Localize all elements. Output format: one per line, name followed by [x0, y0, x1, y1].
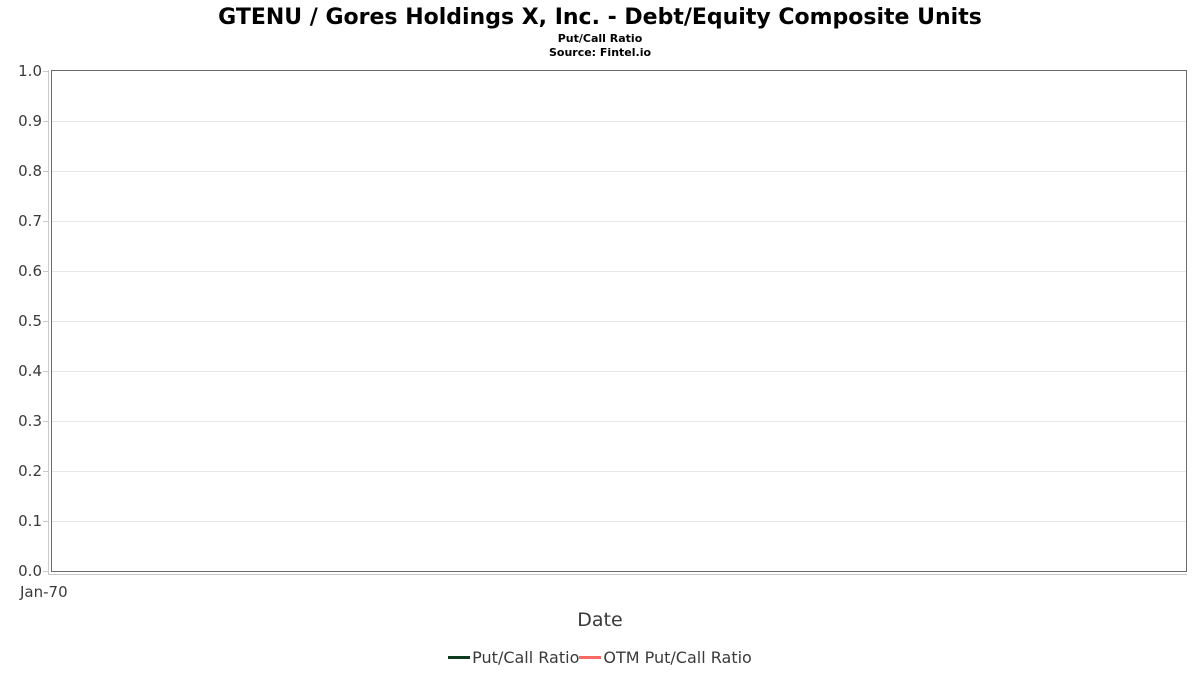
y-axis-tick-label: 0.5: [18, 312, 42, 330]
y-axis-tick: [43, 421, 49, 422]
y-axis-line: [48, 70, 49, 575]
gridlines: [52, 71, 1186, 571]
y-axis-tick: [43, 171, 49, 172]
y-axis-tick: [43, 271, 49, 272]
plot-area: [51, 70, 1187, 572]
gridline: [52, 471, 1186, 472]
legend-item[interactable]: Put/Call Ratio: [448, 648, 579, 667]
y-axis-tick: [43, 571, 49, 572]
y-axis-tick: [43, 121, 49, 122]
gridline: [52, 521, 1186, 522]
gridline: [52, 221, 1186, 222]
chart-subtitle-source: Source: Fintel.io: [548, 46, 652, 59]
y-axis-tick-label: 0.2: [18, 462, 42, 480]
y-axis-tick: [43, 321, 49, 322]
y-axis-tick-label: 0.1: [18, 512, 42, 530]
legend-swatch-icon: [448, 656, 471, 659]
gridline: [52, 121, 1186, 122]
y-axis-tick-label: 0.6: [18, 262, 42, 280]
chart-legend: Put/Call Ratio OTM Put/Call Ratio: [0, 648, 1200, 667]
gridline: [52, 371, 1186, 372]
series-layer: [52, 71, 1186, 571]
gridline: [52, 171, 1186, 172]
y-axis-tick: [43, 471, 49, 472]
gridline: [52, 421, 1186, 422]
chart-subtitle-metric: Put/Call Ratio: [557, 32, 643, 45]
y-axis-tick: [43, 71, 49, 72]
y-axis-tick-label: 0.3: [18, 412, 42, 430]
legend-label: OTM Put/Call Ratio: [603, 648, 752, 667]
y-axis-tick: [43, 221, 49, 222]
x-axis-line: [48, 574, 1187, 575]
y-axis-tick-label: 1.0: [18, 62, 42, 80]
y-axis-tick: [43, 521, 49, 522]
y-axis-tick-label: 0.9: [18, 112, 42, 130]
title-block: GTENU / Gores Holdings X, Inc. - Debt/Eq…: [0, 4, 1200, 60]
y-axis-tick-label: 0.4: [18, 362, 42, 380]
y-axis-tick-label: 0.0: [18, 562, 42, 580]
y-axis-tick: [43, 371, 49, 372]
y-axis-tick-label: 0.7: [18, 212, 42, 230]
x-axis-title: Date: [577, 609, 623, 631]
chart-title: GTENU / Gores Holdings X, Inc. - Debt/Eq…: [218, 5, 982, 30]
gridline: [52, 271, 1186, 272]
y-axis-tick-label: 0.8: [18, 162, 42, 180]
legend-label: Put/Call Ratio: [472, 648, 580, 667]
gridline: [52, 321, 1186, 322]
x-axis-tick-label: Jan-70: [20, 583, 68, 601]
legend-swatch-icon: [579, 656, 602, 659]
legend-item[interactable]: OTM Put/Call Ratio: [579, 648, 752, 667]
